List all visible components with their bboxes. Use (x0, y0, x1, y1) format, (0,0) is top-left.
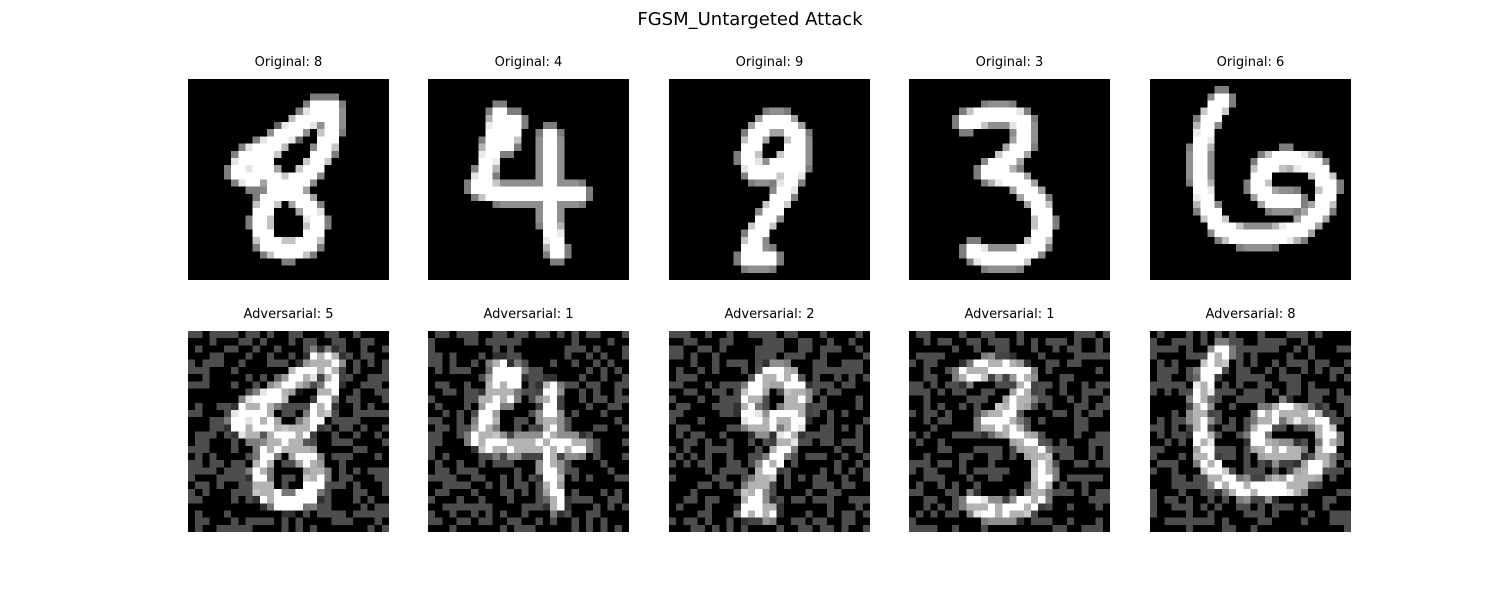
adversarial-title-1: Adversarial: 5 (243, 307, 334, 322)
adversarial-title-3: Adversarial: 2 (724, 307, 815, 322)
adversarial-digit-image-5 (1150, 331, 1351, 532)
original-title-4: Original: 3 (975, 55, 1044, 70)
adversarial-panel-4: Adversarial: 1 (909, 307, 1110, 532)
original-digit-image-4 (909, 79, 1110, 280)
adversarial-panel-1: Adversarial: 5 (188, 307, 389, 532)
original-panel-5: Original: 6 (1150, 55, 1351, 280)
adversarial-panel-2: Adversarial: 1 (428, 307, 629, 532)
original-panel-4: Original: 3 (909, 55, 1110, 280)
adversarial-title-4: Adversarial: 1 (964, 307, 1055, 322)
original-digit-image-1 (188, 79, 389, 280)
original-digit-image-2 (428, 79, 629, 280)
original-panel-3: Original: 9 (669, 55, 870, 280)
figure-title: FGSM_Untargeted Attack (637, 9, 863, 30)
original-title-3: Original: 9 (735, 55, 804, 70)
adversarial-digit-image-1 (188, 331, 389, 532)
adversarial-title-5: Adversarial: 8 (1205, 307, 1296, 322)
original-digit-image-5 (1150, 79, 1351, 280)
original-title-2: Original: 4 (494, 55, 563, 70)
original-title-1: Original: 8 (254, 55, 323, 70)
original-digit-image-3 (669, 79, 870, 280)
original-panel-1: Original: 8 (188, 55, 389, 280)
adversarial-digit-image-4 (909, 331, 1110, 532)
adversarial-title-2: Adversarial: 1 (483, 307, 574, 322)
adversarial-panel-3: Adversarial: 2 (669, 307, 870, 532)
adversarial-panel-5: Adversarial: 8 (1150, 307, 1351, 532)
adversarial-digit-image-2 (428, 331, 629, 532)
original-panel-2: Original: 4 (428, 55, 629, 280)
adversarial-digit-image-3 (669, 331, 870, 532)
original-title-5: Original: 6 (1216, 55, 1285, 70)
